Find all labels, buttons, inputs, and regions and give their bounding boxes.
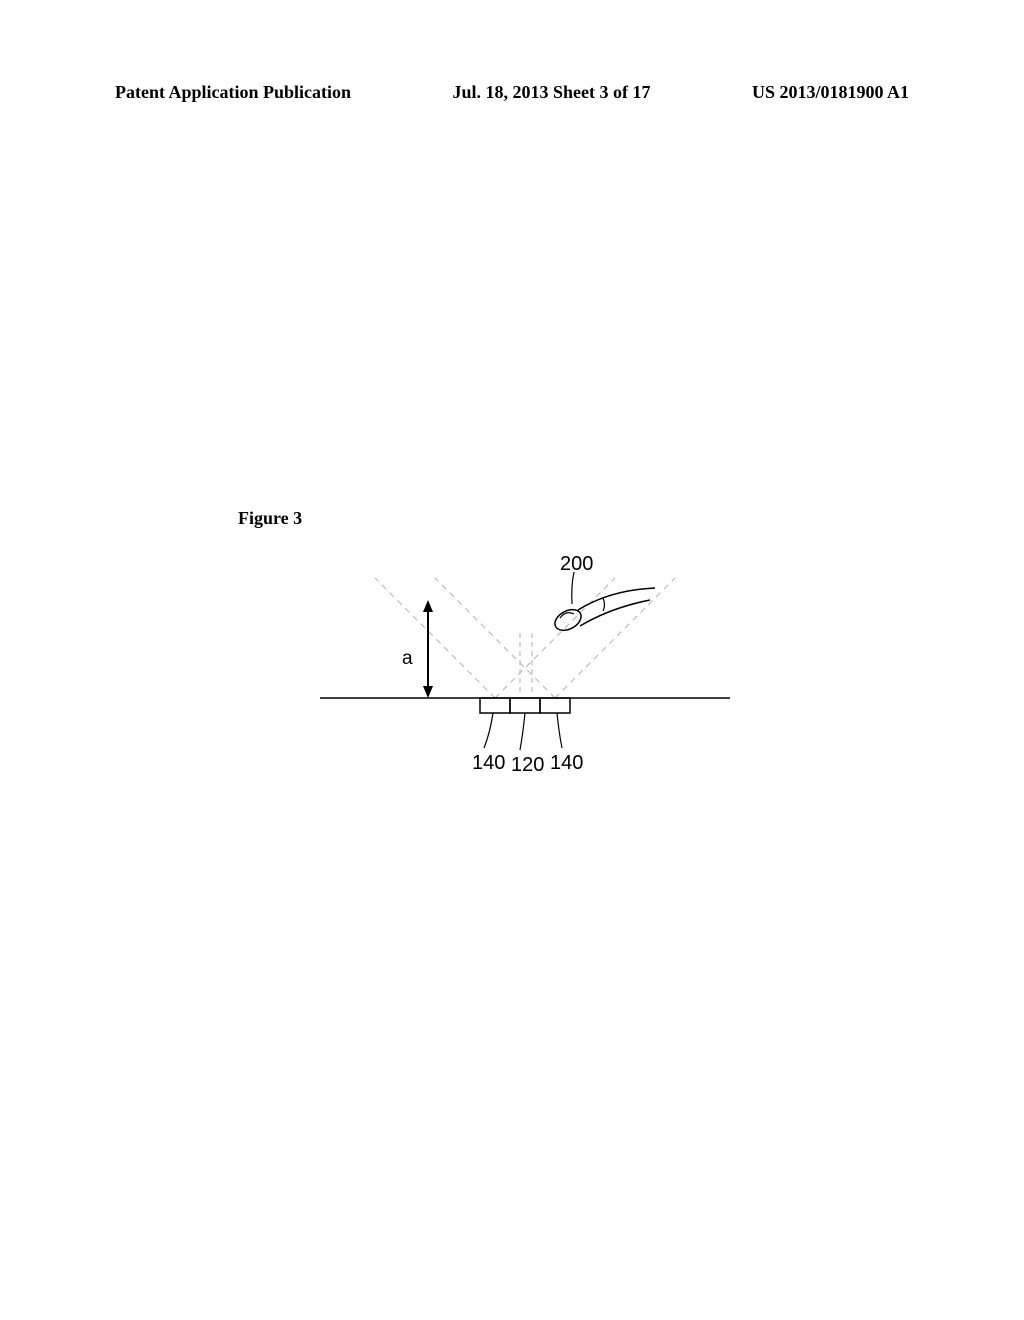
dashed-ray-left-2: [495, 578, 615, 698]
dashed-ray-left-1: [375, 578, 495, 698]
diagram-svg: [310, 548, 810, 818]
lead-line-120: [520, 713, 525, 750]
reference-number-200: 200: [560, 553, 593, 576]
figure-3-diagram: 200 a 140 120 140: [310, 548, 810, 818]
sensor-left: [480, 698, 510, 713]
header-date-sheet: Jul. 18, 2013 Sheet 3 of 17: [453, 82, 651, 103]
lead-line-140-left: [484, 713, 493, 748]
reference-number-140-right: 140: [550, 752, 583, 775]
dimension-arrow-head-bottom: [423, 686, 433, 698]
page-header: Patent Application Publication Jul. 18, …: [0, 82, 1024, 103]
dimension-arrow-head-top: [423, 600, 433, 612]
header-publication-type: Patent Application Publication: [115, 82, 351, 103]
figure-label: Figure 3: [238, 508, 302, 529]
sensor-right: [540, 698, 570, 713]
dashed-ray-right-2: [555, 578, 675, 698]
sensor-center: [510, 698, 540, 713]
reference-number-140-left: 140: [472, 752, 505, 775]
lead-line-200: [572, 572, 574, 604]
header-publication-number: US 2013/0181900 A1: [752, 82, 909, 103]
lead-line-140-right: [557, 713, 562, 748]
reference-number-120: 120: [511, 754, 544, 777]
reference-label-a: a: [402, 648, 413, 670]
dashed-ray-right-1: [435, 578, 555, 698]
finger-icon: [551, 588, 655, 635]
